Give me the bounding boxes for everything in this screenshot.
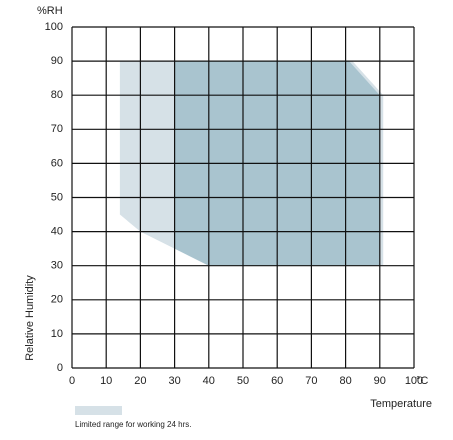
axes: 0 10 20 30 40 50 60 70 80 90 100 0 10 20 30 40 50 60 70 80 9… [45,21,424,387]
x-tick-label: 0 [69,375,75,387]
y-tick-label: 20 [51,294,63,306]
x-tick-label: 20 [134,375,146,387]
x-unit: °C [416,375,428,387]
y-tick-label: 0 [57,362,63,374]
x-tick-label: 60 [271,375,283,387]
x-tick-label: 90 [374,375,386,387]
y-tick-label: 10 [51,328,63,340]
y-axis-label: Relative Humidity [24,275,36,361]
y-tick-label: 30 [51,260,63,272]
y-tick-label: 90 [51,55,63,67]
y-tick-label: 40 [51,226,63,238]
x-tick-label: 50 [237,375,249,387]
legend-label: Limited range for working 24 hrs. [75,420,192,429]
y-tick-label: 60 [51,157,63,169]
x-tick-label: 40 [203,375,215,387]
y-tick-label: 70 [51,123,63,135]
x-tick-label: 10 [100,375,112,387]
x-axis-label: Temperature [370,398,432,410]
legend-swatch [75,406,122,415]
y-tick-label: 80 [51,89,63,101]
y-unit: %RH [37,5,63,17]
x-tick-label: 80 [339,375,351,387]
x-tick-label: 30 [168,375,180,387]
x-tick-label: 70 [305,375,317,387]
x-tick-label: 100 [405,375,423,387]
y-tick-label: 100 [45,21,63,33]
y-tick-label: 50 [51,191,63,203]
